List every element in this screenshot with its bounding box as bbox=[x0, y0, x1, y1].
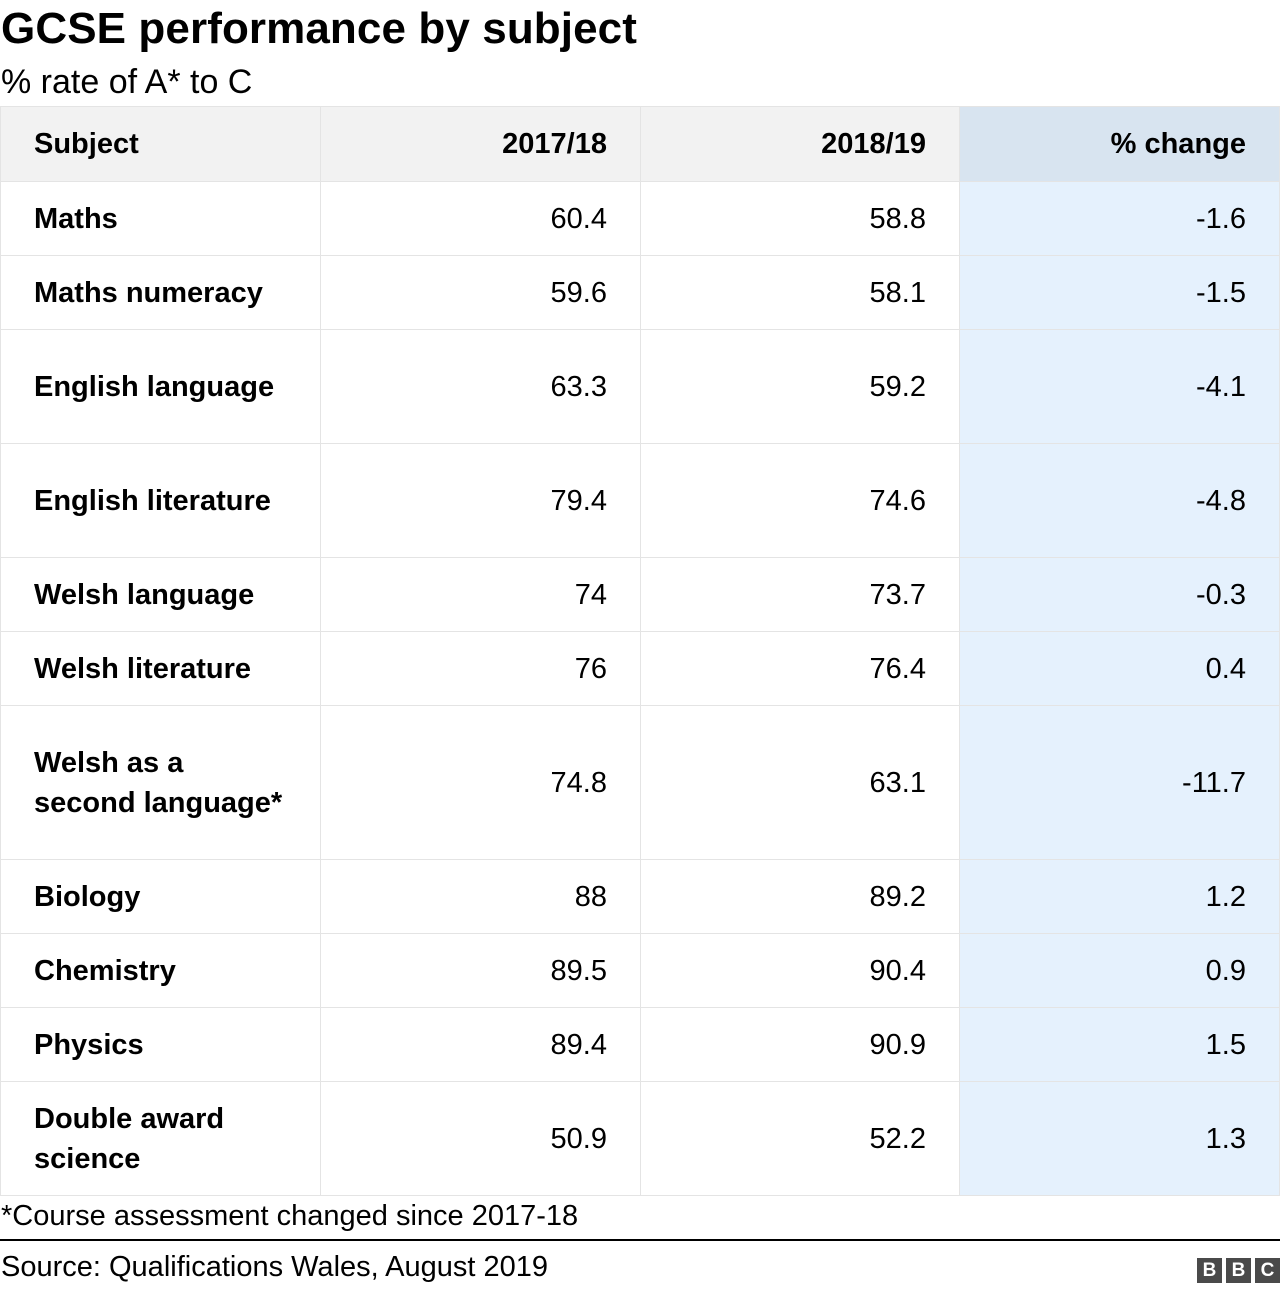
value-2017-18-cell: 63.3 bbox=[320, 329, 641, 444]
value-2018-19-cell: 89.2 bbox=[640, 859, 960, 934]
footnote: *Course assessment changed since 2017-18 bbox=[1, 1200, 579, 1232]
subject-cell: Welsh as a second language* bbox=[0, 705, 321, 860]
change-cell: -1.5 bbox=[959, 255, 1280, 330]
change-cell: -1.6 bbox=[959, 181, 1280, 256]
table-header-row: Subject 2017/18 2018/19 % change bbox=[0, 106, 1280, 182]
subject-cell: English literature bbox=[0, 443, 321, 558]
change-cell: 1.5 bbox=[959, 1007, 1280, 1082]
value-2018-19-cell: 90.4 bbox=[640, 933, 960, 1008]
value-2017-18-cell: 89.5 bbox=[320, 933, 641, 1008]
value-2017-18-cell: 50.9 bbox=[320, 1081, 641, 1196]
table-row: Biology 88 89.2 1.2 bbox=[0, 859, 1280, 934]
value-2018-19-cell: 63.1 bbox=[640, 705, 960, 860]
chart-subtitle: % rate of A* to C bbox=[1, 63, 253, 101]
table-row: Welsh as a second language* 74.8 63.1 -1… bbox=[0, 705, 1280, 860]
value-2017-18-cell: 74 bbox=[320, 557, 641, 632]
value-2018-19-cell: 74.6 bbox=[640, 443, 960, 558]
subject-cell: Welsh literature bbox=[0, 631, 321, 706]
table-row: Welsh literature 76 76.4 0.4 bbox=[0, 631, 1280, 706]
value-2017-18-cell: 59.6 bbox=[320, 255, 641, 330]
value-2017-18-cell: 89.4 bbox=[320, 1007, 641, 1082]
table-row: English language 63.3 59.2 -4.1 bbox=[0, 329, 1280, 444]
value-2018-19-cell: 76.4 bbox=[640, 631, 960, 706]
bbc-logo: B B C bbox=[1197, 1258, 1280, 1283]
column-header-subject: Subject bbox=[0, 106, 321, 182]
table-row: Maths 60.4 58.8 -1.6 bbox=[0, 181, 1280, 256]
column-header-2017-18: 2017/18 bbox=[320, 106, 641, 182]
subject-cell: Maths bbox=[0, 181, 321, 256]
value-2017-18-cell: 60.4 bbox=[320, 181, 641, 256]
change-cell: 1.3 bbox=[959, 1081, 1280, 1196]
subject-cell: Double award science bbox=[0, 1081, 321, 1196]
table-row: Chemistry 89.5 90.4 0.9 bbox=[0, 933, 1280, 1008]
change-cell: 1.2 bbox=[959, 859, 1280, 934]
change-cell: -4.8 bbox=[959, 443, 1280, 558]
column-header-change: % change bbox=[959, 106, 1280, 182]
change-cell: 0.9 bbox=[959, 933, 1280, 1008]
change-cell: -0.3 bbox=[959, 557, 1280, 632]
column-header-2018-19: 2018/19 bbox=[640, 106, 960, 182]
table-row: Physics 89.4 90.9 1.5 bbox=[0, 1007, 1280, 1082]
value-2018-19-cell: 59.2 bbox=[640, 329, 960, 444]
change-cell: -4.1 bbox=[959, 329, 1280, 444]
table-row: Double award science 50.9 52.2 1.3 bbox=[0, 1081, 1280, 1196]
value-2017-18-cell: 74.8 bbox=[320, 705, 641, 860]
subject-cell: Biology bbox=[0, 859, 321, 934]
value-2018-19-cell: 90.9 bbox=[640, 1007, 960, 1082]
source-note: Source: Qualifications Wales, August 201… bbox=[1, 1251, 549, 1283]
value-2018-19-cell: 73.7 bbox=[640, 557, 960, 632]
chart-title: GCSE performance by subject bbox=[1, 4, 637, 53]
bbc-logo-block: C bbox=[1255, 1258, 1280, 1283]
divider bbox=[0, 1239, 1280, 1241]
data-table: Subject 2017/18 2018/19 % change Maths 6… bbox=[0, 106, 1280, 1196]
value-2018-19-cell: 58.8 bbox=[640, 181, 960, 256]
value-2018-19-cell: 52.2 bbox=[640, 1081, 960, 1196]
subject-cell: Maths numeracy bbox=[0, 255, 321, 330]
table-row: Welsh language 74 73.7 -0.3 bbox=[0, 557, 1280, 632]
subject-cell: English language bbox=[0, 329, 321, 444]
value-2017-18-cell: 76 bbox=[320, 631, 641, 706]
subject-cell: Welsh language bbox=[0, 557, 321, 632]
value-2017-18-cell: 79.4 bbox=[320, 443, 641, 558]
value-2017-18-cell: 88 bbox=[320, 859, 641, 934]
bbc-logo-block: B bbox=[1226, 1258, 1251, 1283]
change-cell: 0.4 bbox=[959, 631, 1280, 706]
value-2018-19-cell: 58.1 bbox=[640, 255, 960, 330]
subject-cell: Physics bbox=[0, 1007, 321, 1082]
subject-cell: Chemistry bbox=[0, 933, 321, 1008]
table-row: English literature 79.4 74.6 -4.8 bbox=[0, 443, 1280, 558]
change-cell: -11.7 bbox=[959, 705, 1280, 860]
bbc-logo-block: B bbox=[1197, 1258, 1222, 1283]
table-row: Maths numeracy 59.6 58.1 -1.5 bbox=[0, 255, 1280, 330]
